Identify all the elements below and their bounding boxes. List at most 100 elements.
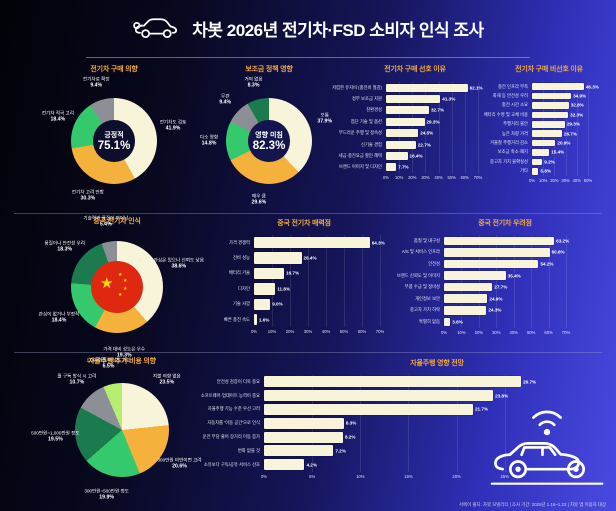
bar-category-label: 가격 경쟁력 xyxy=(229,239,250,245)
grid-lines xyxy=(444,235,567,328)
flag-star-icon: ★ xyxy=(118,272,123,278)
bar-track: 35.4% xyxy=(444,271,566,280)
bar-value-label: 8.2% xyxy=(344,434,356,440)
bar-row: 세금·충전요금 할인 혜택 16.4% xyxy=(339,150,486,161)
bar-value-label: 27.7% xyxy=(494,284,508,290)
axis-tick-label: 0% xyxy=(260,473,268,479)
bar-value-label: 62.1% xyxy=(469,85,483,91)
pie-slice-label: 전기차 적극 고려 18.4% xyxy=(41,110,74,123)
chart-china-ev-concerns: 중국 전기차 우려점 품질 및 내구성 63.2% A/S 및 서비스 인프라 60.… xyxy=(397,218,612,337)
bar xyxy=(532,102,569,109)
pie-slice-label: 300만원~500만원 정도 19.9% xyxy=(84,488,129,501)
axis-tick-label: 10% xyxy=(538,177,548,183)
bar-category-label: 소프트웨어·업데이트 능력이 중요 xyxy=(200,392,260,398)
pie-slice-label: 관심은 있으나 신뢰도 낮음 38.6% xyxy=(153,257,204,270)
bar xyxy=(264,445,334,457)
bar-row: 보조금 축소·폐지 15.4% xyxy=(486,148,612,157)
bar-value-label: 7.2% xyxy=(335,448,346,454)
footer-source-note: 서베이 출처: 차봇 모빌리티 | 조사 기간: 2026년 1.16~1.23… xyxy=(459,502,606,507)
axis-track: 0% 10% 20% 30% 40% 50% xyxy=(529,176,592,185)
pie-slice-label: 전기차로 확장 9.4% xyxy=(82,76,110,89)
bar-track: 24.9% xyxy=(444,294,566,304)
bar-row: 신기술 경험 22.7% xyxy=(344,139,486,150)
pie-slice-label: 전기차도 검토 41.9% xyxy=(159,119,187,132)
gridline xyxy=(344,235,345,328)
bar-value-label: 34.9% xyxy=(573,93,587,99)
bar-row: 브랜드 신뢰도 및 이미지 35.4% xyxy=(397,270,612,282)
bar xyxy=(386,95,441,104)
bar xyxy=(254,252,302,264)
bar-row: 안전성 검증이 더욱 중요 26.7% xyxy=(217,375,542,389)
axis-track: 0% 10% 20% 30% 40% 50% 60% 70% xyxy=(441,328,570,337)
bar xyxy=(264,403,473,415)
chart-title: 중국 전기차 매력점 xyxy=(277,220,331,227)
bar-row: 기술 사양 9.0% xyxy=(212,297,396,312)
pie-center-value: 82.3% xyxy=(252,140,286,152)
bar-row: 전비 성능 26.4% xyxy=(212,250,396,265)
bar-track: 20.9% xyxy=(532,139,588,147)
bar-track: 23.8% xyxy=(264,390,524,402)
pie-slice-label: 거의 없음 8.3% xyxy=(244,76,263,89)
bar-track: 7.7% xyxy=(386,163,478,172)
gridline xyxy=(576,82,578,176)
bar-chart: 가격 경쟁력 64.3% 전비 성능 26.4% 배터리 기술 16.7% 디자인 11.8%… xyxy=(212,235,396,336)
bar-row: 충전 시간 소요 32.8% xyxy=(486,101,612,110)
bar-category-label: 소유보다 구독/공유 서비스 선호 xyxy=(203,461,260,467)
wifi-arc-icon xyxy=(532,410,562,419)
axis-tick-label: 40% xyxy=(509,329,518,335)
axis-spacer xyxy=(486,176,532,185)
axis-tick-label: 30% xyxy=(421,175,430,181)
bar-track: 26.7% xyxy=(264,376,536,388)
gridline xyxy=(543,82,545,176)
gridline xyxy=(456,375,458,472)
grid-lines xyxy=(532,82,589,176)
gridline xyxy=(504,375,506,472)
bar-category-label: 특별히 없음 xyxy=(419,318,440,324)
bar-category-label: 기술 사양 xyxy=(232,301,250,307)
bar-track: 7.2% xyxy=(264,445,524,457)
chart-title: 보조금 정책 영향 xyxy=(245,66,293,73)
bar-track: 27.7% xyxy=(444,282,566,292)
chart-title: 자율주행 추가 비용 의향 xyxy=(88,358,156,365)
bar-track: 46.3% xyxy=(532,83,599,90)
axis-spacer xyxy=(222,472,264,481)
bar xyxy=(386,106,429,115)
bar-value-label: 64.3% xyxy=(371,240,385,246)
bar-category-label: 부품 수급 및 정비성 xyxy=(404,284,440,290)
bar xyxy=(532,158,543,166)
bar-row: 빠른 충전 속도 1.6% xyxy=(212,312,396,327)
bar-value-label: 24.9% xyxy=(489,296,503,302)
bar-category-label: 중고차 가치 하락 xyxy=(409,307,440,313)
bar xyxy=(444,248,550,257)
pie-center-name: 영향 미침 xyxy=(255,132,283,139)
page-title: 차봇 2026년 전기차·FSD 소비자 인식 조사 xyxy=(192,20,484,40)
pie-slice-label: 매우 큼 29.6% xyxy=(251,193,267,206)
pie-slice-label: 가격 대비 성능은 우수 19.3% xyxy=(103,346,146,359)
bar xyxy=(254,313,257,326)
bar-track: 29.3% xyxy=(532,120,588,128)
bar-value-label: 46.3% xyxy=(585,84,599,90)
axis-tick-label: 70% xyxy=(561,329,571,335)
bar-row: 겨울철 주행거리 감소 20.9% xyxy=(486,138,612,147)
axis-tick-label: 10% xyxy=(267,329,277,335)
bar-category-label: 중고차 가치 불확실성 xyxy=(490,158,528,164)
grid-lines xyxy=(386,82,479,174)
axis-tick-label: 0% xyxy=(250,329,258,335)
bar-row: 정부 보조금 지원 41.3% xyxy=(344,93,486,104)
bar-track: 22.7% xyxy=(386,140,478,149)
axis-tick-label: 15% xyxy=(404,473,413,479)
pie-slice-label: 관심이 없거나 부정적 18.4% xyxy=(38,312,80,325)
bar-row: 개인정보 보안 24.9% xyxy=(398,293,612,305)
pie-slice-label: 기술력과 품질이 뛰어남 5.4% xyxy=(83,215,129,228)
axis-tick-label: 10% xyxy=(394,175,404,181)
bar-category-label: 품질 및 내구성 xyxy=(413,237,440,243)
bar-row: A/S 및 서비스 인프라 60.6% xyxy=(398,247,612,259)
bar-track: 32.8% xyxy=(532,102,588,109)
axis-track: 0% 10% 20% 30% 40% 50% 60% 70% xyxy=(250,327,384,336)
bar xyxy=(532,92,572,100)
gridline xyxy=(478,235,480,328)
axis-tick-label: 50% xyxy=(447,175,456,181)
gridline xyxy=(290,235,291,328)
gridline xyxy=(360,375,362,472)
bar-value-label: 29.3% xyxy=(426,119,440,125)
